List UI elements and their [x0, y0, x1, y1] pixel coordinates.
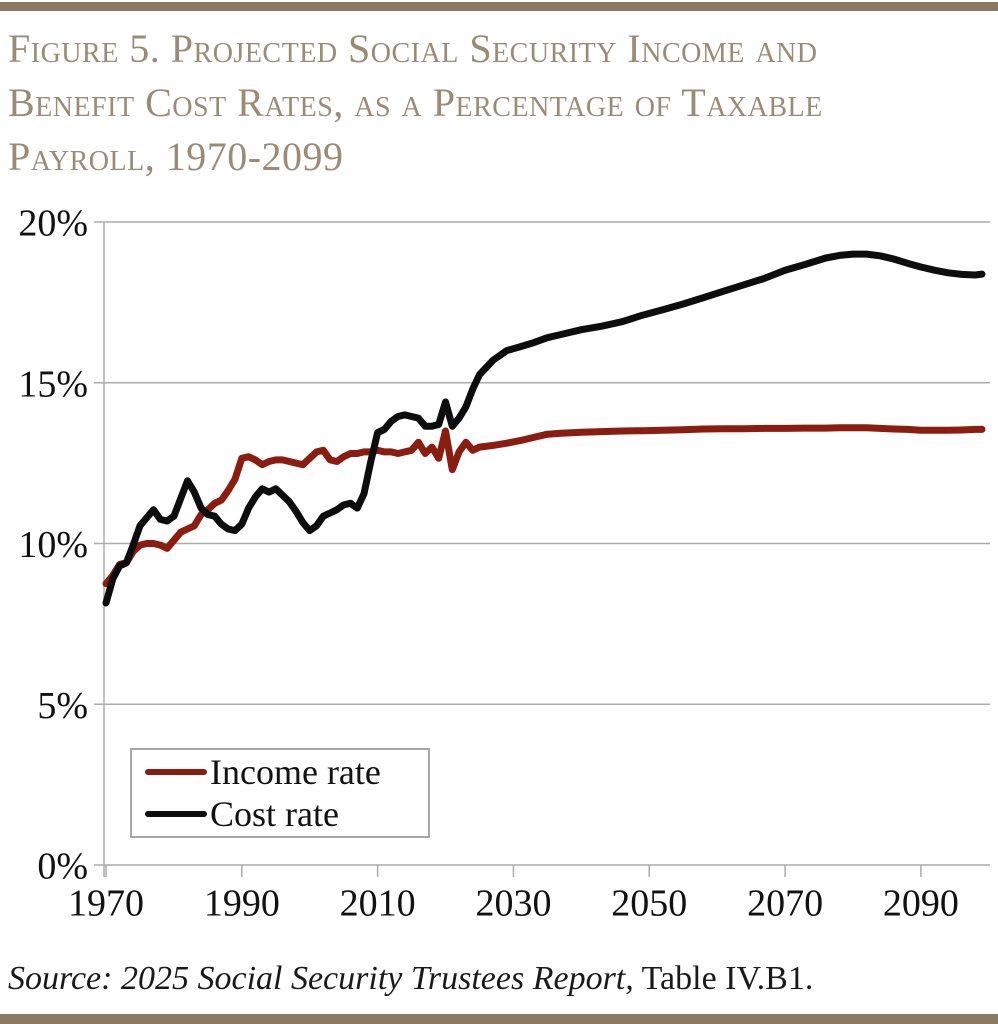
legend-swatch-cost-rate: [145, 811, 207, 817]
x-axis-tick-label: 2050: [611, 882, 687, 924]
legend-label: Cost rate: [210, 794, 339, 834]
y-axis-tick-label: 5%: [37, 685, 88, 727]
legend-swatch-income-rate: [145, 769, 207, 775]
x-axis-tick-label: 2070: [747, 882, 823, 924]
x-axis-tick-label: 1990: [204, 882, 280, 924]
y-axis-tick-label: 0%: [37, 846, 88, 888]
source-note: Source: 2025 Social Security Trustees Re…: [8, 960, 988, 998]
source-note-italic: Source: 2025 Social Security Trustees Re…: [8, 960, 634, 997]
legend-item: Cost rate: [145, 794, 428, 834]
y-axis-tick-label: 15%: [18, 363, 88, 405]
legend-label: Income rate: [210, 752, 381, 792]
x-axis-tick-label: 2010: [340, 882, 416, 924]
y-axis-tick-label: 10%: [18, 524, 88, 566]
page-title: Figure 5. Projected Social Security Inco…: [8, 22, 968, 184]
chart-legend: Income rate Cost rate: [130, 748, 430, 838]
y-axis-tick-label: 20%: [18, 203, 88, 245]
source-note-table-ref: Table IV.B1.: [633, 960, 814, 997]
top-accent-bar: [0, 2, 998, 11]
page-title-line-3: Payroll, 1970-2099: [8, 134, 344, 179]
x-axis-tick-label: 1970: [68, 882, 144, 924]
page-title-line-1: Figure 5. Projected Social Security Inco…: [8, 26, 818, 71]
page-title-line-2: Benefit Cost Rates, as a Percentage of T…: [8, 80, 823, 125]
x-axis-tick-label: 2090: [883, 882, 959, 924]
x-axis-tick-label: 2030: [475, 882, 551, 924]
income-rate-line: [102, 424, 986, 588]
bottom-accent-bar: [0, 1014, 998, 1024]
legend-item: Income rate: [145, 752, 428, 792]
cost-rate-line: [102, 250, 986, 607]
